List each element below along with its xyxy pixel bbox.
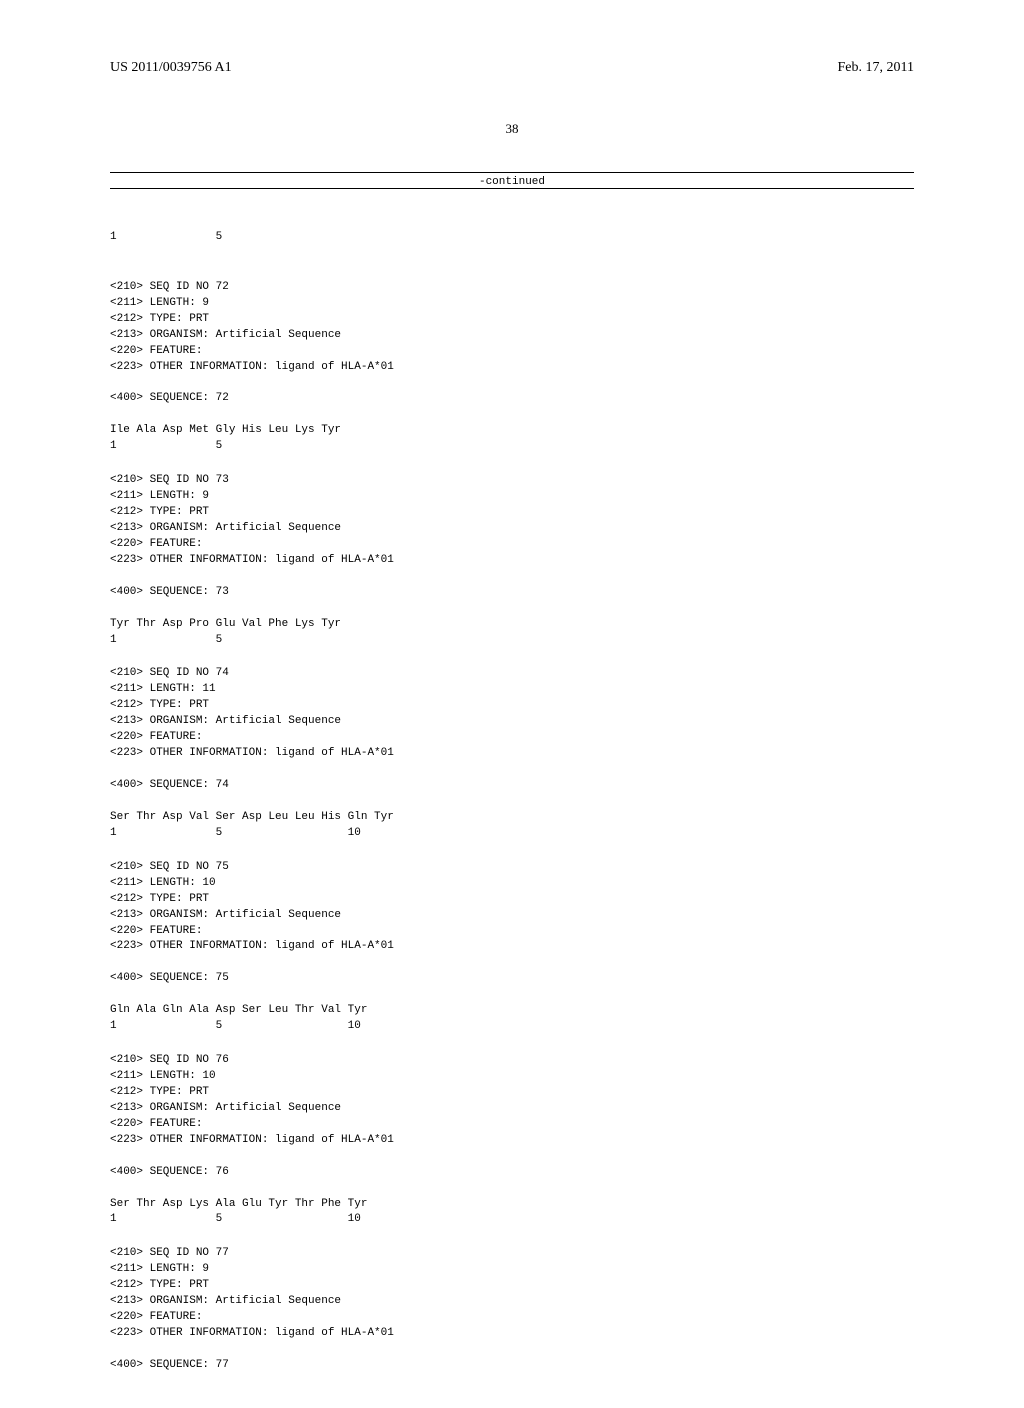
residues: Gln Ala Gln Ala Asp Ser Leu Thr Val Tyr <box>110 1003 914 1019</box>
meta-line: <212> TYPE: PRT <box>110 1085 914 1101</box>
meta-line: <212> TYPE: PRT <box>110 505 914 521</box>
meta-line: <223> OTHER INFORMATION: ligand of HLA-A… <box>110 939 914 955</box>
sequence-label: <400> SEQUENCE: 76 <box>110 1165 914 1181</box>
meta-line: <210> SEQ ID NO 74 <box>110 666 914 682</box>
divider-bottom <box>110 188 914 189</box>
meta-line: <211> LENGTH: 10 <box>110 876 914 892</box>
meta-line: <223> OTHER INFORMATION: ligand of HLA-A… <box>110 360 914 376</box>
meta-line: <223> OTHER INFORMATION: ligand of HLA-A… <box>110 1133 914 1149</box>
sequence-listing: 1 5 <210> SEQ ID NO 72<211> LENGTH: 9<21… <box>110 214 914 1408</box>
meta-line: <220> FEATURE: <box>110 537 914 553</box>
sequence-block: <210> SEQ ID NO 73<211> LENGTH: 9<212> T… <box>110 473 914 648</box>
sequence-block: <210> SEQ ID NO 72<211> LENGTH: 9<212> T… <box>110 280 914 455</box>
sequence-label: <400> SEQUENCE: 74 <box>110 778 914 794</box>
meta-line: <213> ORGANISM: Artificial Sequence <box>110 714 914 730</box>
sequence-label: <400> SEQUENCE: 77 <box>110 1358 914 1374</box>
meta-line: <213> ORGANISM: Artificial Sequence <box>110 908 914 924</box>
meta-line: <223> OTHER INFORMATION: ligand of HLA-A… <box>110 553 914 569</box>
meta-line: <212> TYPE: PRT <box>110 1278 914 1294</box>
meta-line: <210> SEQ ID NO 73 <box>110 473 914 489</box>
sequence-label: <400> SEQUENCE: 72 <box>110 391 914 407</box>
sequence-block: <210> SEQ ID NO 76<211> LENGTH: 10<212> … <box>110 1053 914 1228</box>
sequence-label: <400> SEQUENCE: 75 <box>110 971 914 987</box>
position-numbers: 1 5 <box>110 230 914 246</box>
publication-date: Feb. 17, 2011 <box>838 60 914 76</box>
residues: Ser Thr Asp Val Ser Asp Leu Leu His Gln … <box>110 810 914 826</box>
position-numbers: 1 5 10 <box>110 1019 914 1035</box>
publication-number: US 2011/0039756 A1 <box>110 60 232 76</box>
meta-line: <210> SEQ ID NO 77 <box>110 1246 914 1262</box>
meta-line: <211> LENGTH: 9 <box>110 1262 914 1278</box>
meta-line: <211> LENGTH: 9 <box>110 296 914 312</box>
meta-line: <220> FEATURE: <box>110 924 914 940</box>
meta-line: <220> FEATURE: <box>110 730 914 746</box>
position-numbers: 1 5 10 <box>110 826 914 842</box>
meta-line: <213> ORGANISM: Artificial Sequence <box>110 328 914 344</box>
sequence-block: <210> SEQ ID NO 75<211> LENGTH: 10<212> … <box>110 860 914 1035</box>
meta-line: <213> ORGANISM: Artificial Sequence <box>110 1294 914 1310</box>
page-number: 38 <box>110 121 914 137</box>
residues: Tyr Thr Asp Pro Glu Val Phe Lys Tyr <box>110 617 914 633</box>
meta-line: <210> SEQ ID NO 76 <box>110 1053 914 1069</box>
meta-line: <212> TYPE: PRT <box>110 312 914 328</box>
sequence-metadata: <210> SEQ ID NO 76<211> LENGTH: 10<212> … <box>110 1053 914 1149</box>
meta-line: <223> OTHER INFORMATION: ligand of HLA-A… <box>110 1326 914 1342</box>
meta-line: <211> LENGTH: 9 <box>110 489 914 505</box>
position-numbers: 1 5 <box>110 633 914 649</box>
meta-line: <212> TYPE: PRT <box>110 698 914 714</box>
sequence-metadata: <210> SEQ ID NO 75<211> LENGTH: 10<212> … <box>110 860 914 956</box>
divider-top <box>110 172 914 173</box>
meta-line: <220> FEATURE: <box>110 1310 914 1326</box>
meta-line: <210> SEQ ID NO 72 <box>110 280 914 296</box>
sequence-block: <210> SEQ ID NO 77<211> LENGTH: 9<212> T… <box>110 1246 914 1374</box>
sequence-label: <400> SEQUENCE: 73 <box>110 585 914 601</box>
meta-line: <213> ORGANISM: Artificial Sequence <box>110 521 914 537</box>
sequence-metadata: <210> SEQ ID NO 72<211> LENGTH: 9<212> T… <box>110 280 914 376</box>
meta-line: <210> SEQ ID NO 75 <box>110 860 914 876</box>
sequence-metadata: <210> SEQ ID NO 77<211> LENGTH: 9<212> T… <box>110 1246 914 1342</box>
meta-line: <212> TYPE: PRT <box>110 892 914 908</box>
residues: Ile Ala Asp Met Gly His Leu Lys Tyr <box>110 423 914 439</box>
sequence-metadata: <210> SEQ ID NO 74<211> LENGTH: 11<212> … <box>110 666 914 762</box>
residues: Ser Thr Asp Lys Ala Glu Tyr Thr Phe Tyr <box>110 1197 914 1213</box>
meta-line: <220> FEATURE: <box>110 344 914 360</box>
meta-line: <211> LENGTH: 11 <box>110 682 914 698</box>
sequence-block: <210> SEQ ID NO 74<211> LENGTH: 11<212> … <box>110 666 914 841</box>
sequence-metadata: <210> SEQ ID NO 73<211> LENGTH: 9<212> T… <box>110 473 914 569</box>
initial-numbers-block: 1 5 <box>110 230 914 246</box>
meta-line: <220> FEATURE: <box>110 1117 914 1133</box>
meta-line: <213> ORGANISM: Artificial Sequence <box>110 1101 914 1117</box>
position-numbers: 1 5 10 <box>110 1212 914 1228</box>
meta-line: <211> LENGTH: 10 <box>110 1069 914 1085</box>
meta-line: <223> OTHER INFORMATION: ligand of HLA-A… <box>110 746 914 762</box>
position-numbers: 1 5 <box>110 439 914 455</box>
continued-label: -continued <box>110 176 914 188</box>
document-header: US 2011/0039756 A1 Feb. 17, 2011 <box>110 60 914 76</box>
